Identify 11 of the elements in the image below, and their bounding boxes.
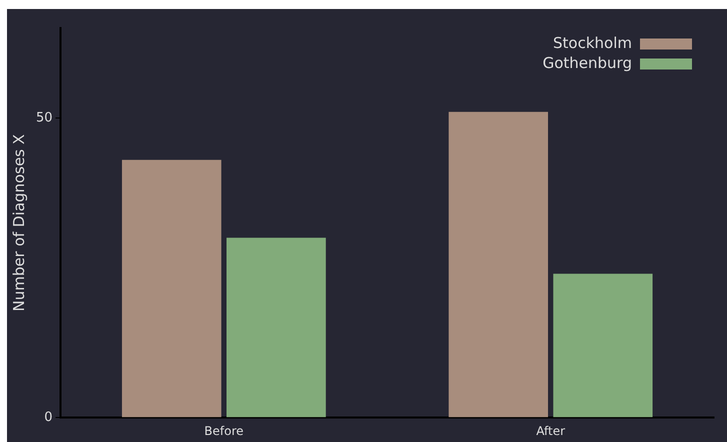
y-axis-title: Number of Diagnoses X (10, 134, 28, 312)
y-tick-label: 50 (36, 110, 53, 126)
legend-label: Stockholm (553, 34, 632, 52)
x-tick-label: After (536, 424, 566, 438)
bar (226, 238, 326, 418)
bar (448, 112, 548, 418)
y-tick-label: 0 (44, 410, 53, 425)
legend-label: Gothenburg (542, 54, 632, 72)
bar (553, 274, 653, 418)
x-tick-label: Before (204, 424, 244, 438)
bar (122, 160, 222, 418)
